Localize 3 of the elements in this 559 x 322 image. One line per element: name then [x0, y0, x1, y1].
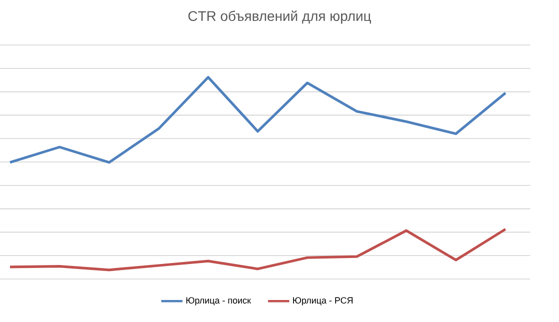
legend-label: Юрлица - поиск: [186, 297, 251, 306]
legend-label: Юрлица - РСЯ: [293, 297, 353, 306]
chart-title: CTR объявлений для юрлиц: [188, 10, 371, 24]
